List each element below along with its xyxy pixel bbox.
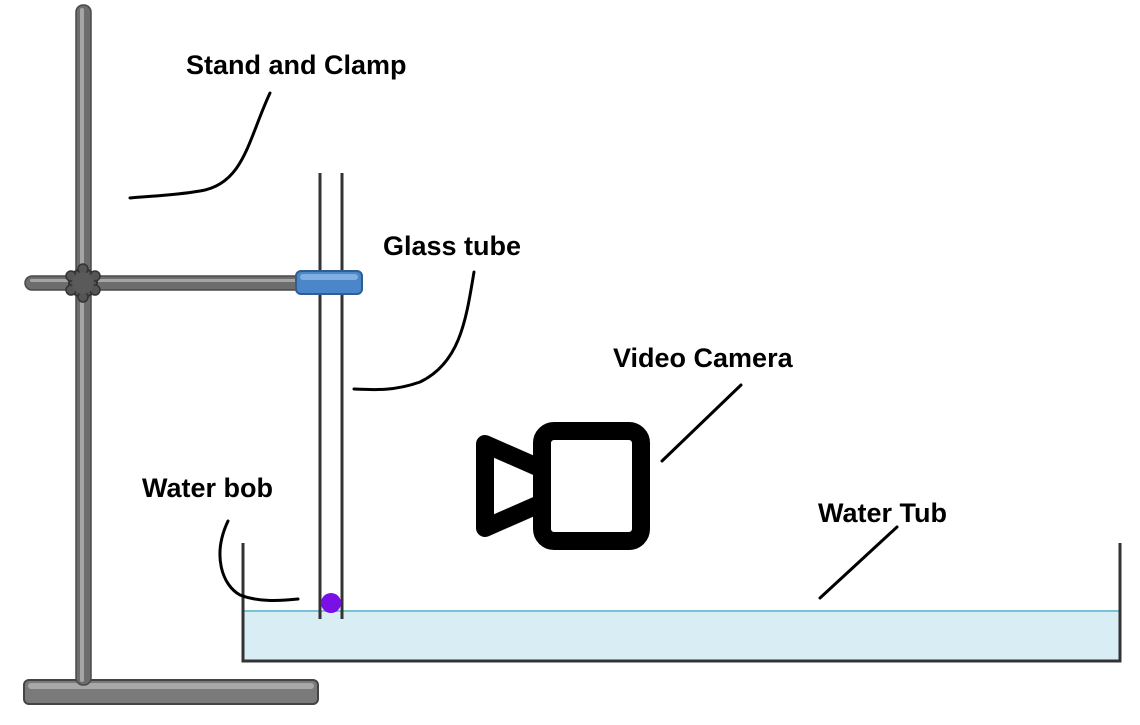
stand-rod <box>75 4 92 686</box>
water-bob-leader <box>218 519 300 602</box>
stand-base <box>23 679 319 705</box>
video-camera-label: Video Camera <box>613 343 794 373</box>
stand-and-clamp-leader <box>128 91 272 200</box>
knob-icon <box>65 263 101 303</box>
clamp-arm <box>24 275 331 291</box>
glass-tube <box>318 173 344 619</box>
glass-tube-label: Glass tube <box>383 231 521 261</box>
stand-and-clamp-label: Stand and Clamp <box>186 50 407 80</box>
water-tub-leader <box>818 525 899 600</box>
tube-clamp <box>295 270 363 295</box>
video-camera-icon <box>476 422 650 550</box>
video-camera-leader <box>660 383 743 463</box>
water-tub <box>241 543 1122 663</box>
water-bob-label: Water bob <box>142 473 273 503</box>
water-bob <box>321 593 341 613</box>
glass-tube-leader <box>352 270 476 392</box>
water-tub-label: Water Tub <box>818 498 947 528</box>
